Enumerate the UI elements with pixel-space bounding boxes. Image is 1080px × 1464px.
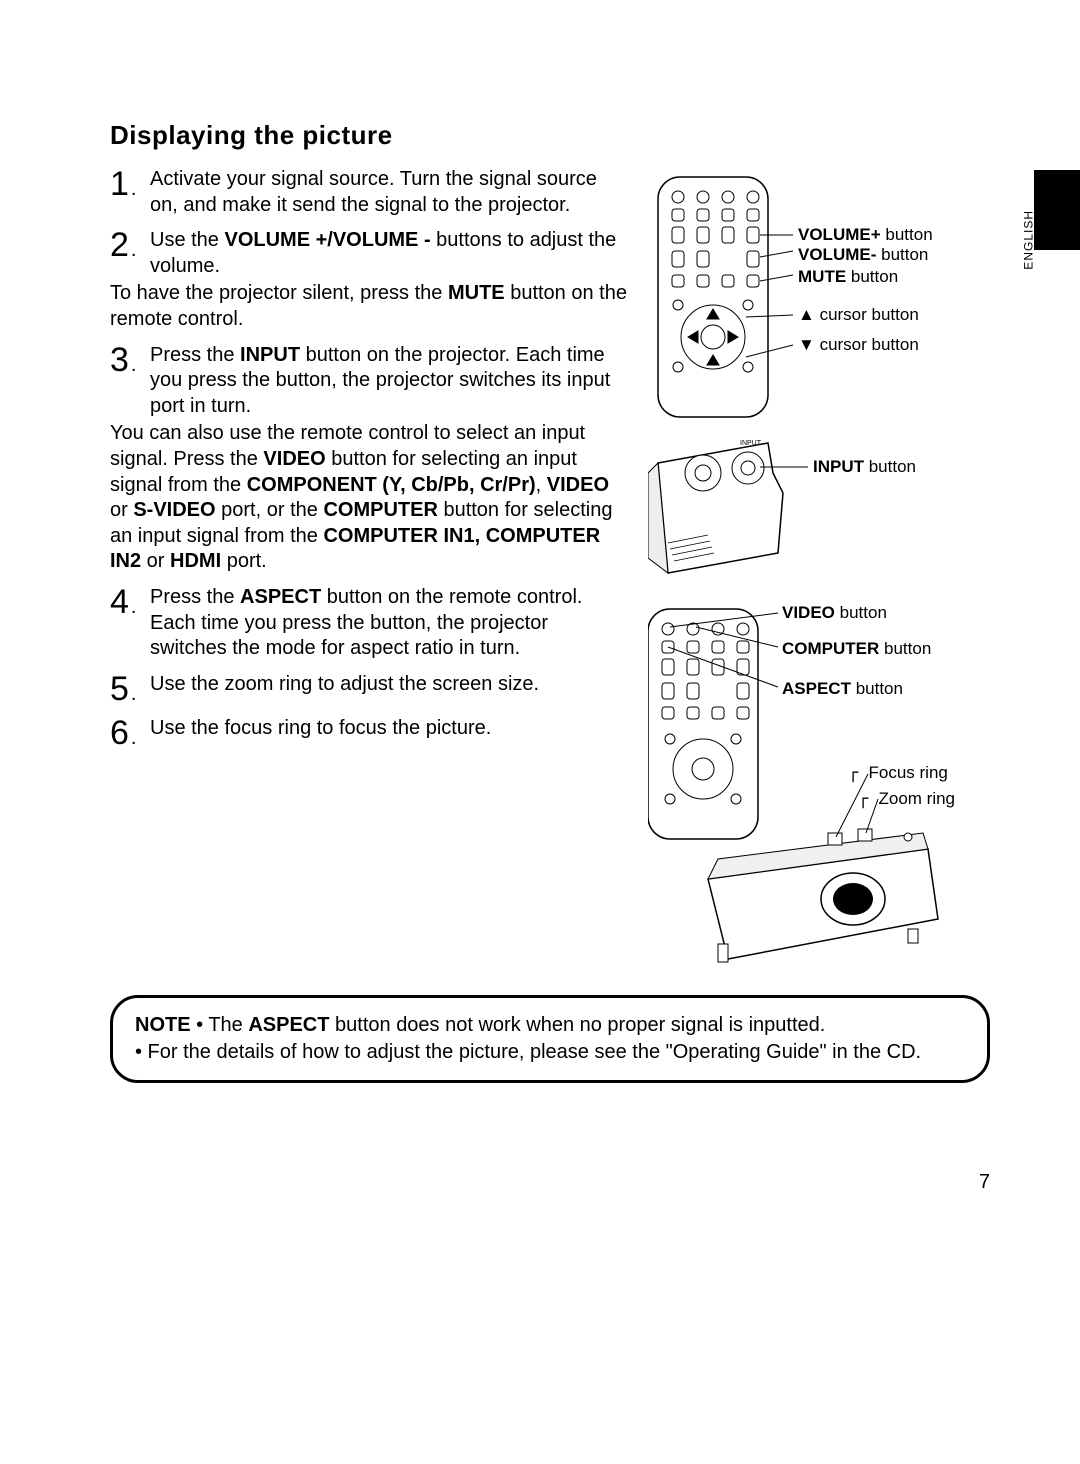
- note-bullet-2: • For the details of how to adjust the p…: [135, 1041, 921, 1063]
- step-5: 5 Use the zoom ring to adjust the screen…: [110, 672, 630, 706]
- callout-mute: MUTE button: [798, 267, 898, 287]
- instructions-column: 1 Activate your signal source. Turn the …: [110, 167, 630, 969]
- step-number: 5: [110, 672, 150, 706]
- step-body: Activate your signal source. Turn the si…: [150, 167, 630, 218]
- callout-volume-plus: VOLUME+ button: [798, 225, 933, 245]
- page-number: 7: [979, 1171, 990, 1194]
- step-6: 6 Use the focus ring to focus the pictur…: [110, 716, 630, 750]
- note-box: NOTE • The ASPECT button does not work w…: [110, 995, 990, 1083]
- content-row: 1 Activate your signal source. Turn the …: [110, 167, 990, 969]
- step-4: 4 Press the ASPECT button on the remote …: [110, 585, 630, 662]
- note-label: NOTE: [135, 1014, 191, 1036]
- step-extra: To have the projector silent, press the …: [110, 281, 630, 332]
- callout-focus-ring: ┌ Focus ring: [848, 763, 948, 783]
- svg-text:INPUT: INPUT: [740, 440, 762, 447]
- callout-aspect: ASPECT button: [782, 679, 903, 699]
- step-3: 3 Press the INPUT button on the projecto…: [110, 343, 630, 575]
- step-2: 2 Use the VOLUME +/VOLUME - buttons to a…: [110, 228, 630, 332]
- diagram-column: VOLUME+ button VOLUME- button MUTE butto…: [648, 167, 988, 969]
- language-tab: [1034, 170, 1080, 250]
- manual-page: ENGLISH Displaying the picture 1 Activat…: [0, 0, 1080, 1464]
- step-body: Press the INPUT button on the projector.…: [150, 343, 630, 575]
- callout-up-cursor: ▲ cursor button: [798, 305, 919, 325]
- callout-video: VIDEO button: [782, 603, 887, 623]
- remote-diagram-1: [648, 167, 988, 427]
- step-body: Use the VOLUME +/VOLUME - buttons to adj…: [150, 228, 630, 332]
- callout-down-cursor: ▼ cursor button: [798, 335, 919, 355]
- callout-computer: COMPUTER button: [782, 639, 931, 659]
- step-extra: You can also use the remote control to s…: [110, 421, 630, 575]
- step-number: 6: [110, 716, 150, 750]
- callout-zoom-ring: ┌ Zoom ring: [858, 789, 955, 809]
- step-number: 1: [110, 167, 150, 218]
- step-number: 4: [110, 585, 150, 662]
- language-label: ENGLISH: [1022, 210, 1036, 270]
- callout-input: INPUT button: [813, 457, 916, 477]
- step-body: Use the zoom ring to adjust the screen s…: [150, 672, 630, 706]
- callout-volume-minus: VOLUME- button: [798, 245, 928, 265]
- step-body: Use the focus ring to focus the picture.: [150, 716, 630, 750]
- page-title: Displaying the picture: [110, 120, 990, 151]
- step-body: Press the ASPECT button on the remote co…: [150, 585, 630, 662]
- step-1: 1 Activate your signal source. Turn the …: [110, 167, 630, 218]
